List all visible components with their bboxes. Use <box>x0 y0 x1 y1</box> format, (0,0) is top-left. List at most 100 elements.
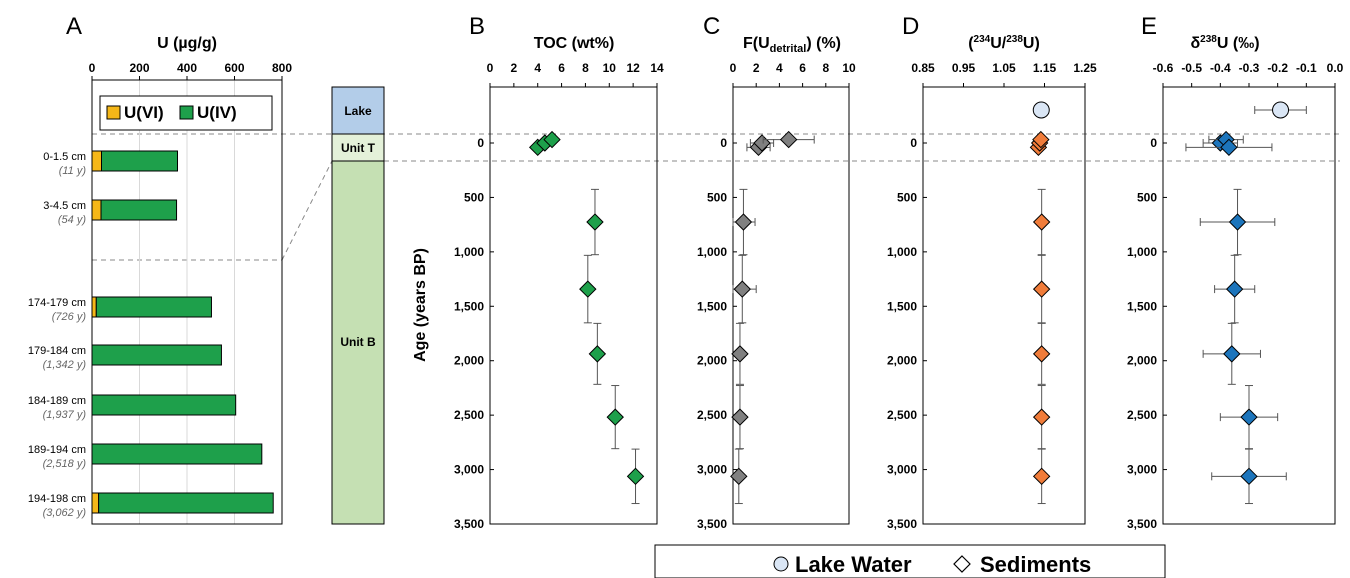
panel-d-y-tick-label: 500 <box>897 190 917 204</box>
panel-d-y-tick-label: 2,500 <box>887 408 917 422</box>
panel-c-y-tick-label: 2,500 <box>697 408 727 422</box>
bar-u6 <box>91 296 97 318</box>
panel-c-title-main: F(U <box>743 35 770 52</box>
panel-c-title-sub: detrital <box>770 43 807 55</box>
panel-b-y-tick-label: 3,500 <box>454 517 484 531</box>
panel-c-data-point <box>731 345 749 363</box>
panel-e-y-tick-label: 0 <box>1150 136 1157 150</box>
panel-e-title-main: δ <box>1190 35 1200 52</box>
unit-lake-label: Lake <box>344 104 372 118</box>
panel-c-x-tick-label: 10 <box>842 61 856 75</box>
panel-c-data-point <box>734 213 753 231</box>
panel-d-x-tick-label: 0.85 <box>911 61 935 75</box>
panel-e-y-tick-label: 3,000 <box>1127 463 1157 477</box>
panel-c-y-tick-label: 2,000 <box>697 354 727 368</box>
panel-d-y-tick-label: 3,500 <box>887 517 917 531</box>
panel-d-data-point <box>1032 130 1050 149</box>
panel-d-y-tick-label: 0 <box>910 136 917 150</box>
legend-lake-water-label: Lake Water <box>795 552 912 577</box>
bar-u6 <box>91 199 102 221</box>
panel-e-y-tick-label: 2,000 <box>1127 354 1157 368</box>
panel-c-title: F(Udetrital) (%) <box>743 35 841 55</box>
panel-c-data-point <box>730 467 748 486</box>
panel-b-x-tick-label: 10 <box>603 61 617 75</box>
bar-u4 <box>91 443 263 465</box>
legend-lake-water-marker <box>773 556 789 572</box>
panel-a-frame <box>91 79 283 525</box>
panel-b-x-tick-label: 0 <box>487 61 494 75</box>
panel-a-title: U (µg/g) <box>157 35 217 52</box>
panel-e-lake-water-point <box>1272 101 1290 119</box>
panel-a: A U (µg/g) 0 200 400 600 800 0-1.5 cm (11 y) 3… <box>28 13 292 525</box>
panel-c-x-tick-label: 8 <box>822 61 829 75</box>
panel-e-x-tick-label: -0.5 <box>1181 61 1202 75</box>
panel-e-y-tick-label: 2,500 <box>1127 408 1157 422</box>
panel-e-y-tick-label: 500 <box>1137 190 1157 204</box>
panel-e-y-tick-label: 3,500 <box>1127 517 1157 531</box>
panel-e-data-point <box>1223 345 1241 363</box>
panel-b-title: TOC (wt%) <box>534 35 615 52</box>
panel-a-connector-line <box>281 160 333 261</box>
panel-e-data-point <box>1225 280 1244 298</box>
legend-u6-swatch <box>106 105 121 120</box>
panel-b-letter: B <box>469 13 485 40</box>
panel-c-x-tick-label: 0 <box>730 61 737 75</box>
panel-b-y-tick-label: 2,000 <box>454 354 484 368</box>
panel-e-x-tick-label: -0.2 <box>1267 61 1288 75</box>
panel-e-data-point <box>1240 467 1258 486</box>
units-column: Lake Unit T Unit B <box>331 86 385 525</box>
unit-b-label: Unit B <box>340 335 376 349</box>
panel-b-x-tick-label: 6 <box>558 61 565 75</box>
panel-b-x-tick-label: 2 <box>511 61 518 75</box>
legend-u6-label: U(VI) <box>124 103 164 122</box>
panel-d-title-sup1: 234 <box>974 34 991 45</box>
panel-e: E δ238U (‰) -0.6 -0.5 -0.4 -0.3 -0.2 -0.1 0.0 0… <box>1127 13 1344 531</box>
panel-b-y-tick-label: 3,000 <box>454 463 484 477</box>
panel-d-title: (234U/238U) <box>968 34 1040 52</box>
panel-d-y-tick-label: 2,000 <box>887 354 917 368</box>
panel-a-category-label: 184-189 cm <box>28 395 86 407</box>
panel-d-y-tick-label: 3,000 <box>887 463 917 477</box>
panel-a-age-label: (726 y) <box>52 311 87 323</box>
legend-u4-label: U(IV) <box>197 103 237 122</box>
panel-c-data-point <box>731 408 749 426</box>
panel-b-data-point <box>588 345 607 363</box>
panel-a-category-label: 194-198 cm <box>28 493 86 505</box>
panel-a-x-tick-label: 0 <box>89 61 96 75</box>
panel-a-x-tick-label: 600 <box>224 61 244 75</box>
panel-b-data-point <box>606 408 624 426</box>
panel-e-title-sup: 238 <box>1200 34 1217 45</box>
panel-e-title-end: U (‰) <box>1217 35 1260 52</box>
unit-b-box <box>331 160 385 525</box>
panel-e-data-point <box>1240 408 1258 426</box>
bottom-legend-box <box>654 544 1166 578</box>
panel-a-age-label: (1,937 y) <box>43 409 87 421</box>
panel-d-title-pre: ( <box>968 35 974 52</box>
panel-a-category-label: 179-184 cm <box>28 345 86 357</box>
y-axis-label: Age (years BP) <box>412 248 429 362</box>
panel-c-frame <box>732 86 850 525</box>
panel-a-x-tick-label: 800 <box>272 61 292 75</box>
bar-u4 <box>101 150 178 172</box>
unit-t-label: Unit T <box>341 141 376 155</box>
panel-e-x-tick-label: -0.3 <box>1239 61 1260 75</box>
panel-d-frame <box>922 86 1086 525</box>
panel-c-x-tick-label: 4 <box>776 61 783 75</box>
bar-u4 <box>91 344 222 366</box>
panel-e-letter: E <box>1141 13 1157 40</box>
panel-b-data-point <box>626 467 645 486</box>
panel-d-lake-water-point <box>1032 101 1050 119</box>
panel-d-data-point <box>1032 280 1051 298</box>
panel-a-age-label: (2,518 y) <box>43 458 87 470</box>
panel-c-title-end: ) (%) <box>806 35 841 52</box>
panel-e-y-tick-label: 1,500 <box>1127 299 1157 313</box>
panel-b-frame <box>489 86 658 525</box>
bar-u4 <box>100 199 178 221</box>
panel-e-y-tick-label: 1,000 <box>1127 245 1157 259</box>
panel-d-y-tick-label: 1,500 <box>887 299 917 313</box>
panel-b-x-tick-label: 12 <box>626 61 640 75</box>
panel-b-x-tick-label: 4 <box>534 61 541 75</box>
panel-b-x-tick-label: 14 <box>650 61 664 75</box>
bar-u4 <box>91 394 237 416</box>
